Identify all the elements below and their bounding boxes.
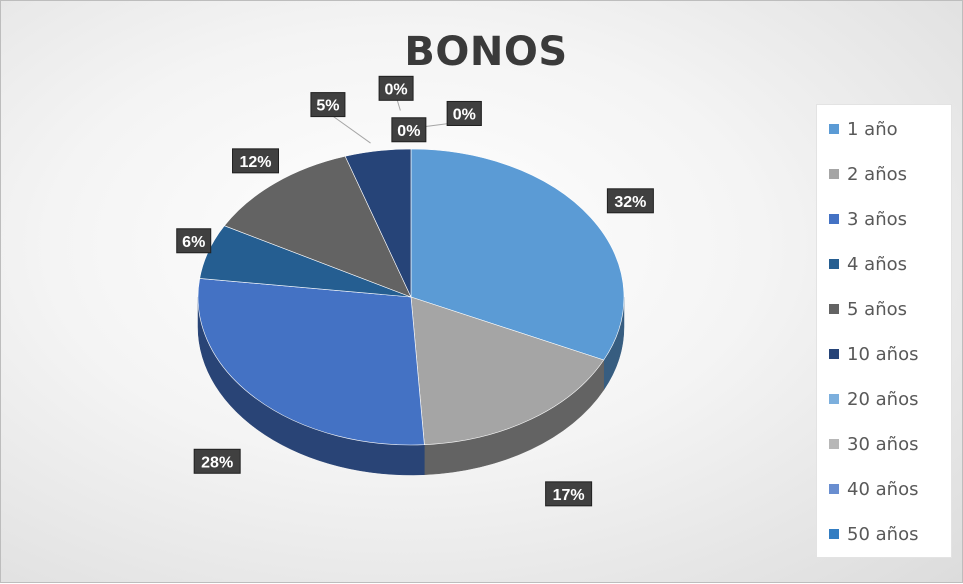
- data-label-2: 17%: [545, 481, 593, 507]
- legend-item: 2 años: [829, 162, 907, 186]
- data-label-4: 6%: [176, 228, 212, 254]
- legend-label: 1 año: [847, 118, 898, 140]
- pie-slice-3: [197, 278, 425, 446]
- legend-swatch: [829, 124, 839, 134]
- legend-swatch: [829, 529, 839, 539]
- legend-item: 30 años: [829, 432, 918, 456]
- legend-label: 40 años: [847, 478, 919, 500]
- data-label-box: [446, 100, 482, 126]
- data-label-9: 0%: [391, 117, 427, 143]
- legend-item: 40 años: [829, 477, 918, 501]
- pie-slice-2: [410, 296, 605, 446]
- pie-slice-1: [410, 148, 625, 361]
- data-label-box: [606, 188, 654, 214]
- legend-swatch: [829, 169, 839, 179]
- data-label-text: 0%: [397, 123, 420, 140]
- data-label-box: [310, 92, 346, 118]
- data-label-text: 6%: [182, 234, 205, 251]
- data-label-5: 12%: [232, 148, 280, 174]
- data-label-7: 0%: [378, 75, 414, 101]
- legend-label: 10 años: [847, 343, 919, 365]
- data-label-text: 0%: [453, 106, 476, 123]
- legend-item: 1 año: [829, 117, 898, 141]
- legend-item: 50 años: [829, 522, 918, 546]
- legend-label: 2 años: [847, 163, 908, 185]
- data-label-text: 5%: [316, 98, 339, 115]
- data-label-10: 0%: [446, 100, 482, 126]
- legend-swatch: [829, 349, 839, 359]
- legend-item: 4 años: [829, 252, 907, 276]
- chart-title: BONOS: [404, 29, 568, 75]
- legend-item: 5 años: [829, 297, 907, 321]
- data-label-1: 32%: [606, 188, 654, 214]
- legend-swatch: [829, 394, 839, 404]
- legend-swatch: [829, 439, 839, 449]
- legend-label: 20 años: [847, 388, 919, 410]
- legend-swatch: [829, 484, 839, 494]
- data-label-box: [232, 148, 280, 174]
- legend-label: 30 años: [847, 433, 919, 455]
- data-label-6: 5%: [310, 92, 346, 118]
- data-label-box: [193, 448, 241, 474]
- pie-slice-5: [223, 155, 412, 298]
- legend: 1 año 2 años 3 años 4 años 5 años 10 años 20 a…: [816, 104, 952, 558]
- legend-label: 50 años: [847, 523, 919, 545]
- legend-item: 20 años: [829, 387, 918, 411]
- data-label-box: [176, 228, 212, 254]
- data-label-box: [391, 117, 427, 143]
- legend-label: 5 años: [847, 298, 908, 320]
- data-label-text: 0%: [385, 81, 408, 98]
- pie-slice-6: [344, 148, 412, 298]
- legend-swatch: [829, 304, 839, 314]
- data-label-box: [545, 481, 593, 507]
- legend-label: 4 años: [847, 253, 908, 275]
- data-label-text: 32%: [614, 194, 646, 211]
- legend-swatch: [829, 214, 839, 224]
- data-label-text: 12%: [239, 154, 271, 171]
- data-label-text: 17%: [553, 487, 585, 504]
- data-label-box: [378, 75, 414, 101]
- data-label-text: 28%: [201, 454, 233, 471]
- data-label-3: 28%: [193, 448, 241, 474]
- legend-swatch: [829, 259, 839, 269]
- legend-label: 3 años: [847, 208, 908, 230]
- legend-item: 10 años: [829, 342, 918, 366]
- leader-line-6: [327, 112, 371, 144]
- legend-item: 3 años: [829, 207, 907, 231]
